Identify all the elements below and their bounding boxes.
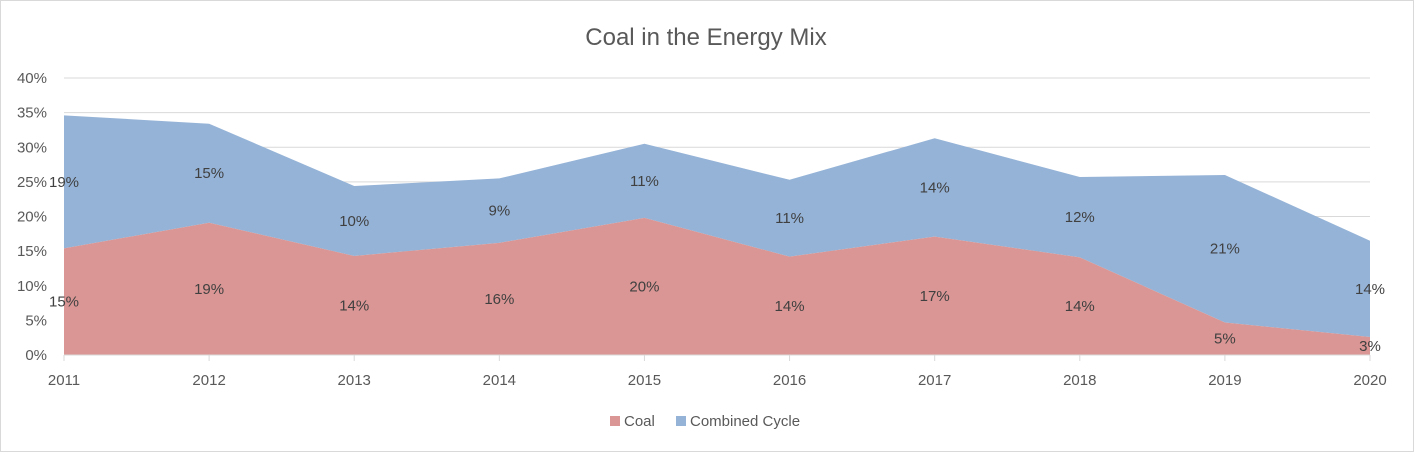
y-tick-label: 30% [17, 139, 47, 156]
legend: Coal Combined Cycle [610, 413, 800, 430]
data-label-coal: 14% [339, 297, 369, 314]
data-label-combined-cycle: 10% [339, 213, 369, 230]
data-label-combined-cycle: 19% [49, 174, 79, 191]
x-tick-label: 2012 [192, 372, 225, 389]
x-tick-label: 2011 [48, 372, 80, 389]
legend-swatch-combined-cycle [676, 416, 686, 426]
y-tick-label: 25% [17, 174, 47, 191]
data-label-combined-cycle: 11% [630, 173, 659, 190]
data-label-combined-cycle: 21% [1210, 241, 1240, 258]
series-area-combined-cycle [64, 115, 1370, 337]
data-label-combined-cycle: 12% [1065, 209, 1095, 226]
data-label-combined-cycle: 9% [488, 203, 510, 220]
data-label-combined-cycle: 11% [775, 210, 804, 227]
data-labels: 15% 19% 19% 15% 14% 10% 16% 9% 20% 11% 14% 11% 17% 14… [49, 165, 1385, 355]
axes: 0%5%10%15%20%25%30%35%40%2011 2012 2013 201… [17, 70, 1387, 389]
chart-title: Coal in the Energy Mix [585, 24, 826, 51]
data-label-coal: 19% [194, 281, 224, 298]
x-tick-label: 2020 [1353, 372, 1386, 389]
series-area-coal [64, 217, 1370, 355]
data-label-coal: 14% [1065, 298, 1095, 315]
legend-label-coal: Coal [624, 413, 655, 430]
y-tick-label: 15% [17, 243, 47, 260]
x-tick-label: 2016 [773, 372, 806, 389]
data-label-coal: 20% [629, 278, 659, 295]
data-label-coal: 14% [775, 298, 805, 315]
y-tick-label: 40% [17, 70, 47, 87]
data-label-combined-cycle: 14% [1355, 281, 1385, 298]
legend-swatch-coal [610, 416, 620, 426]
data-label-combined-cycle: 15% [194, 165, 224, 182]
legend-label-combined-cycle: Combined Cycle [690, 413, 800, 430]
y-tick-label: 20% [17, 209, 47, 226]
data-label-combined-cycle: 14% [920, 179, 950, 196]
data-label-coal: 16% [484, 291, 514, 308]
x-tick-label: 2017 [918, 372, 951, 389]
data-label-coal: 5% [1214, 331, 1236, 348]
data-label-coal: 17% [920, 288, 950, 305]
x-tick-label: 2019 [1208, 372, 1241, 389]
plot-areas [64, 115, 1370, 355]
y-tick-label: 35% [17, 105, 47, 122]
data-label-coal: 15% [49, 294, 79, 311]
y-tick-label: 10% [17, 278, 47, 295]
x-tick-label: 2015 [628, 372, 661, 389]
y-tick-label: 0% [25, 347, 47, 364]
x-tick-label: 2014 [483, 372, 516, 389]
y-tick-label: 5% [25, 312, 47, 329]
data-label-coal: 3% [1359, 338, 1381, 355]
x-tick-label: 2013 [338, 372, 371, 389]
x-tick-label: 2018 [1063, 372, 1096, 389]
